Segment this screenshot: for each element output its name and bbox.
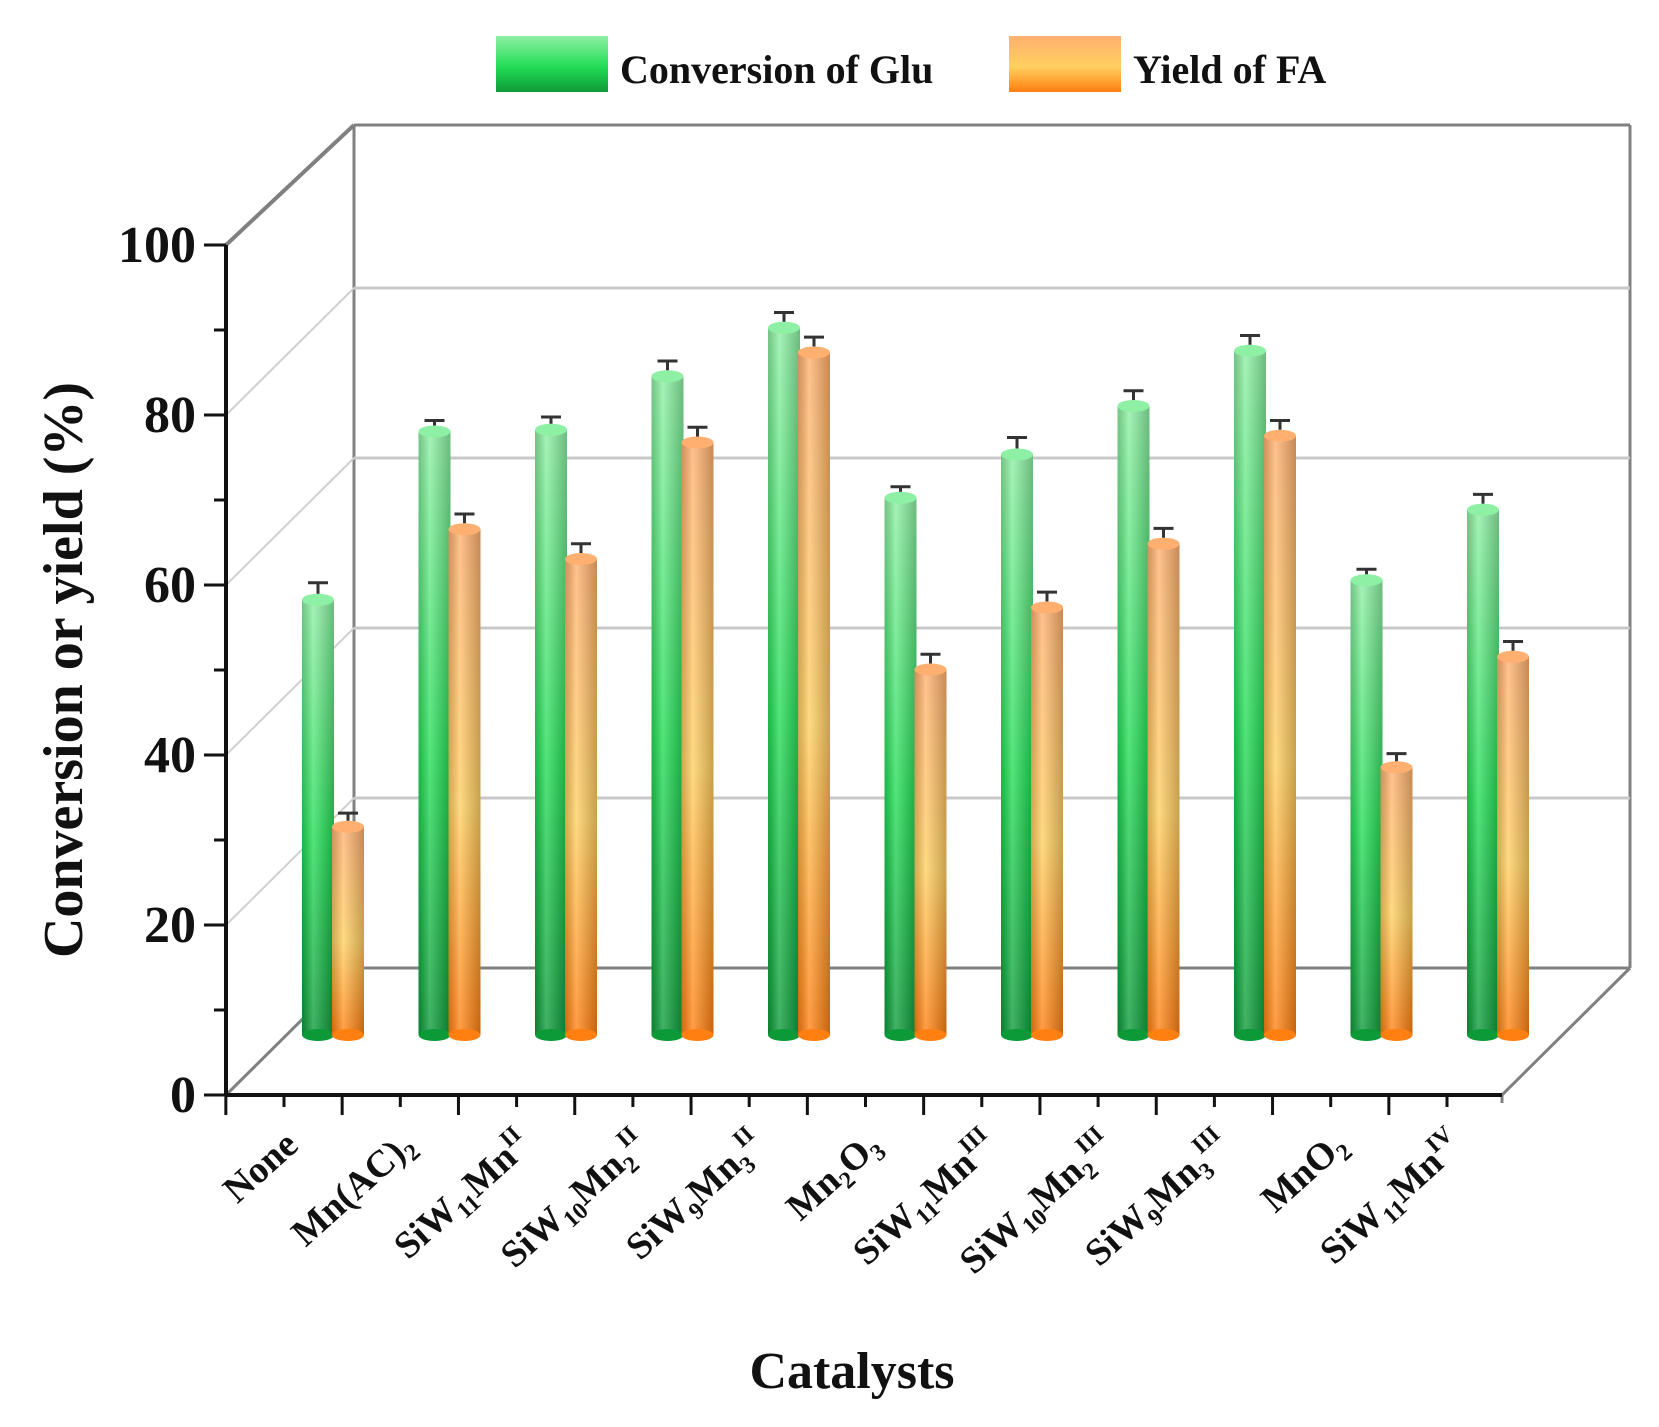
bars bbox=[302, 311, 1529, 1041]
legend-entry-conversion: Conversion of Glu bbox=[496, 36, 933, 92]
x-tick-labels: NoneMn(AC)2SiW11MnIISiW10Mn2IISiW9Mn3IIM… bbox=[215, 1121, 1459, 1283]
legend: Conversion of Glu Yield of FA bbox=[496, 36, 1326, 92]
bar-conversion-9 bbox=[1350, 567, 1383, 1041]
bar-yield-4 bbox=[798, 335, 830, 1041]
x-axis bbox=[224, 1093, 1502, 1115]
bar-conversion-3 bbox=[651, 359, 684, 1041]
y-axis-title: Conversion or yield (%) bbox=[33, 382, 95, 958]
legend-entry-yield: Yield of FA bbox=[1009, 36, 1326, 92]
legend-swatch-conversion bbox=[496, 36, 608, 92]
floor-right-edge bbox=[1500, 966, 1632, 1097]
bar-conversion-8 bbox=[1234, 333, 1266, 1041]
bar-yield-10 bbox=[1497, 639, 1529, 1041]
side-gridline-40 bbox=[225, 627, 355, 756]
bar-yield-1 bbox=[448, 512, 481, 1041]
x-tick-label-0: None bbox=[215, 1123, 306, 1211]
y-tick-label-40: 40 bbox=[144, 727, 196, 784]
legend-swatch-yield bbox=[1009, 36, 1121, 92]
y-axis: 0 20 40 60 80 100 bbox=[118, 217, 228, 1124]
x-tick-label-9: MnO2 bbox=[1253, 1123, 1358, 1224]
bar-conversion-2 bbox=[535, 415, 567, 1041]
y-tick-label-0: 0 bbox=[170, 1067, 196, 1124]
side-wall-top-edge bbox=[224, 123, 356, 247]
legend-label-conversion: Conversion of Glu bbox=[620, 47, 933, 92]
x-tick-label-4: SiW9Mn3II bbox=[616, 1121, 775, 1272]
bar-yield-2 bbox=[565, 542, 597, 1041]
bar-yield-6 bbox=[1031, 590, 1063, 1041]
side-gridline-80 bbox=[225, 287, 355, 416]
y-tick-label-60: 60 bbox=[144, 557, 196, 614]
bar-yield-9 bbox=[1380, 752, 1413, 1041]
y-tick-label-20: 20 bbox=[144, 897, 196, 954]
bar-yield-5 bbox=[914, 652, 947, 1041]
bar-conversion-10 bbox=[1467, 492, 1499, 1041]
bar-yield-0 bbox=[332, 811, 364, 1041]
y-tick-label-80: 80 bbox=[144, 387, 196, 444]
bar-conversion-6 bbox=[1001, 435, 1033, 1041]
y-tick-label-100: 100 bbox=[118, 217, 196, 274]
bar-conversion-4 bbox=[768, 311, 800, 1041]
bar-conversion-5 bbox=[884, 485, 917, 1041]
bar-yield-7 bbox=[1147, 526, 1180, 1041]
bar-yield-8 bbox=[1264, 418, 1296, 1041]
bar-yield-3 bbox=[681, 425, 714, 1041]
bar-conversion-7 bbox=[1117, 389, 1150, 1041]
legend-label-yield: Yield of FA bbox=[1133, 47, 1326, 92]
x-axis-title: Catalysts bbox=[749, 1343, 954, 1400]
side-gridline-60 bbox=[225, 457, 355, 586]
bar-conversion-0 bbox=[302, 581, 334, 1041]
bar-conversion-1 bbox=[418, 418, 451, 1041]
